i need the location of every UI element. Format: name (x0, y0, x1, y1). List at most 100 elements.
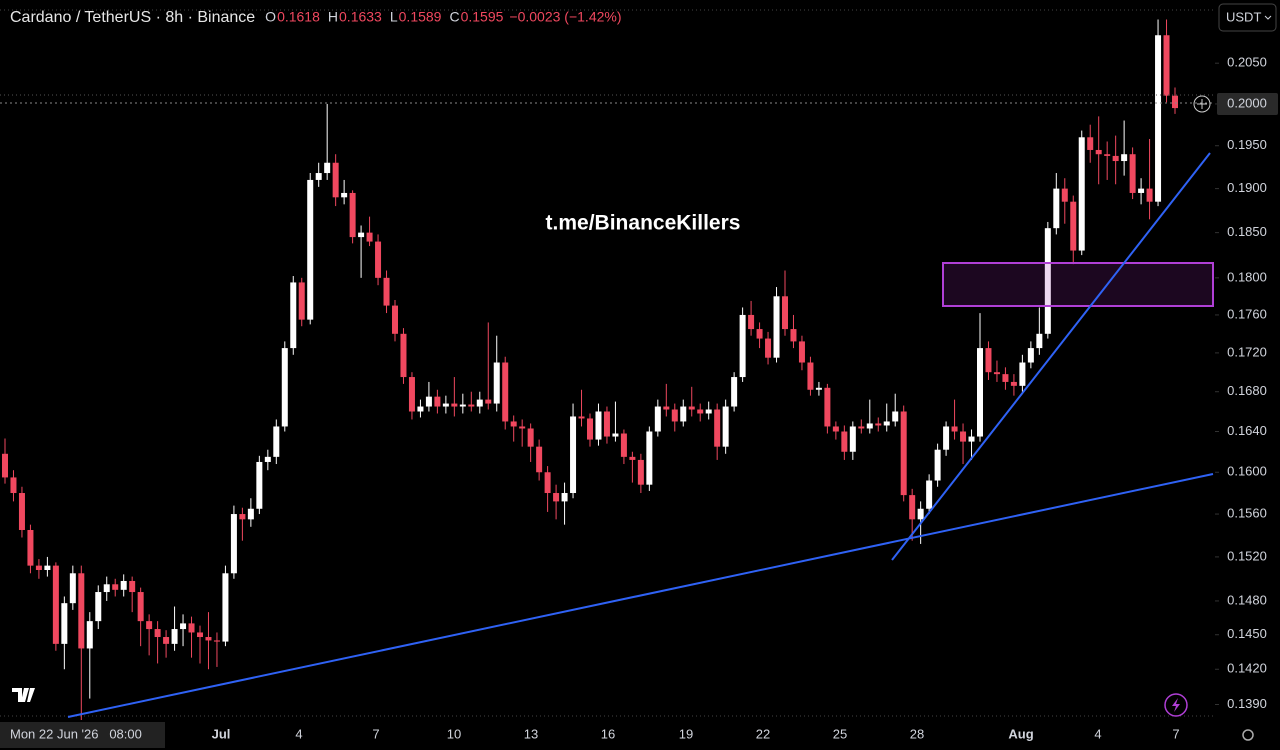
candle-body (849, 426, 856, 452)
x-tick-label: 28 (910, 726, 924, 741)
candle-body (934, 449, 941, 481)
candle-body (1078, 137, 1085, 251)
currency[interactable]: USDT (1226, 9, 1261, 24)
candle-body (180, 623, 187, 630)
time-axis (0, 720, 1280, 750)
y-tick-label: 0.1720 (1227, 344, 1267, 359)
zone-box[interactable] (942, 262, 1214, 307)
y-axis: 0.2050 0.2000 0.1950 0.1900 0.1850 0.1800 0.17… (1215, 55, 1278, 711)
x-tick-label: 16 (601, 726, 615, 741)
y-tick-highlight (1217, 92, 1278, 115)
candle-body (646, 431, 653, 485)
candles (2, 19, 1178, 720)
candle-body (519, 426, 526, 429)
candle-body (570, 416, 577, 494)
plus-icon (1197, 99, 1207, 109)
candle-body (1155, 35, 1162, 202)
candle-body (349, 192, 356, 238)
candle-body (205, 637, 212, 641)
dropdown-icon (1264, 15, 1272, 20)
candle-body (782, 296, 788, 330)
candle-body (103, 584, 110, 593)
y-tick-label: 0.1520 (1227, 548, 1267, 563)
candle-body (78, 573, 85, 649)
x-tick-label: 25 (833, 726, 847, 741)
candle-body (748, 314, 755, 330)
candle-body (1027, 348, 1034, 363)
y-tick-label: 0.1390 (1227, 696, 1267, 711)
candle-body (35, 565, 42, 571)
candle-body (197, 632, 203, 638)
lightning-icon (1172, 698, 1180, 712)
ohlc-label: O (265, 9, 276, 25)
y-tick-label: 0.1850 (1227, 224, 1267, 239)
candle-body (917, 508, 924, 520)
ohlc-label: L (390, 9, 398, 25)
currency-select[interactable] (1218, 3, 1277, 32)
tv-logo-mark[interactable] (12, 688, 35, 702)
candle-body (1036, 333, 1043, 349)
x-tick-label: 13 (524, 726, 538, 741)
candle-body (222, 573, 229, 642)
y-tick-label: 0.1680 (1227, 383, 1267, 398)
candle-body (561, 493, 568, 502)
candle-body (366, 232, 373, 242)
x-tick-label: 7 (1172, 726, 1179, 741)
candle-body (358, 232, 365, 238)
candle-body (417, 406, 424, 412)
candle-body (188, 623, 195, 633)
watermark: t.me/BinanceKillers (546, 212, 741, 235)
ohlc-value: 0.1589 (399, 9, 442, 25)
candle-body (69, 573, 76, 604)
candle-body (951, 426, 958, 432)
candle-body (154, 629, 161, 638)
candle-body (1010, 381, 1017, 386)
y-tick-label: 0.1420 (1227, 661, 1267, 676)
candle-body (654, 406, 661, 432)
candle-body (612, 433, 619, 437)
candle-body (230, 514, 237, 574)
candle-body (595, 411, 602, 440)
candle-body (392, 305, 398, 334)
candle-body (993, 372, 1000, 375)
candle-body (536, 446, 543, 473)
candle-body (1002, 374, 1009, 382)
y-tick-label: 0.1560 (1227, 505, 1267, 520)
x-tick-label: 4 (1094, 726, 1101, 741)
candle-body (485, 399, 492, 404)
trend-line[interactable] (67, 473, 1214, 718)
candle-body (400, 333, 407, 378)
candle-body (620, 433, 627, 457)
settings-button[interactable] (1242, 729, 1254, 741)
x-tick-label: Jul (212, 726, 231, 741)
lightning-button[interactable] (1164, 693, 1188, 717)
candle-body (1095, 149, 1102, 155)
candle-body (875, 423, 882, 426)
x-tick-label: 7 (372, 726, 379, 741)
y-tick-label: 0.1600 (1227, 464, 1267, 479)
candle-body (587, 418, 593, 440)
candle-body (281, 348, 288, 427)
symbol-title: Cardano / TetherUS · 8h · Binance (10, 9, 255, 26)
candle-body (1104, 154, 1111, 156)
candle-body (146, 621, 153, 630)
y-tick-label: 0.2050 (1227, 55, 1267, 70)
candle-body (705, 409, 712, 414)
candle-body (527, 428, 534, 447)
candle-body (926, 480, 933, 509)
x-tick-label: 19 (679, 726, 693, 741)
candle-body (858, 426, 865, 429)
add-alert[interactable] (1193, 95, 1211, 113)
candle-body (714, 409, 721, 447)
y-tick-label: 0.1950 (1227, 137, 1267, 152)
candle-body (680, 406, 687, 422)
trend-line[interactable] (891, 152, 1211, 561)
candle-body (18, 493, 25, 530)
header: Cardano / TetherUS · 8h · Binance O 0.161… (10, 9, 622, 27)
candle-body (960, 431, 967, 442)
ohlc-value: 0.1595 (461, 9, 504, 25)
candle-body (129, 580, 136, 593)
candle-body (2, 453, 8, 478)
candle-body (832, 426, 839, 432)
